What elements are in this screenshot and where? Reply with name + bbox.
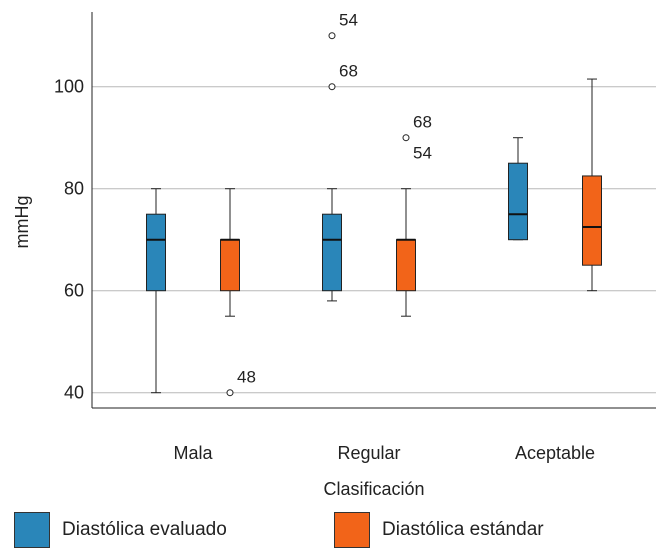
boxplot-chart: 40 60 80 100 Mala Regular Aceptable Clasificaci…	[12, 11, 656, 499]
box	[582, 175, 602, 266]
y-axis-title: mmHg	[12, 196, 32, 249]
outlier-label: 54	[413, 144, 432, 163]
outlier-point	[328, 83, 336, 91]
y-tick-label: 60	[64, 281, 84, 301]
x-axis-title: Clasificación	[323, 479, 424, 499]
y-tick-label: 40	[64, 383, 84, 403]
y-tick-label: 80	[64, 179, 84, 199]
legend-swatch-evaluado	[14, 512, 50, 548]
box	[220, 239, 240, 292]
outlier-label: 54	[339, 11, 358, 30]
x-tick-label: Aceptable	[515, 443, 595, 463]
x-tick-label: Mala	[173, 443, 213, 463]
x-tick-label: Regular	[337, 443, 400, 463]
legend-swatch-estandar	[334, 512, 370, 548]
legend: Diastólica evaluado Diastólica estándar	[0, 512, 656, 550]
box	[146, 213, 166, 292]
box	[508, 162, 528, 241]
y-tick-label: 100	[54, 77, 84, 97]
legend-item-evaluado: Diastólica evaluado	[14, 512, 227, 548]
box	[396, 239, 416, 292]
legend-item-estandar: Diastólica estándar	[334, 512, 544, 548]
outlier-point	[402, 134, 410, 142]
outlier-point	[226, 389, 234, 397]
outlier-point	[328, 32, 336, 40]
outlier-label: 48	[237, 368, 256, 387]
outlier-label: 68	[339, 62, 358, 81]
legend-label-estandar: Diastólica estándar	[382, 519, 544, 540]
legend-label-evaluado: Diastólica evaluado	[62, 519, 227, 540]
box	[322, 213, 342, 292]
outlier-label: 68	[413, 113, 432, 132]
